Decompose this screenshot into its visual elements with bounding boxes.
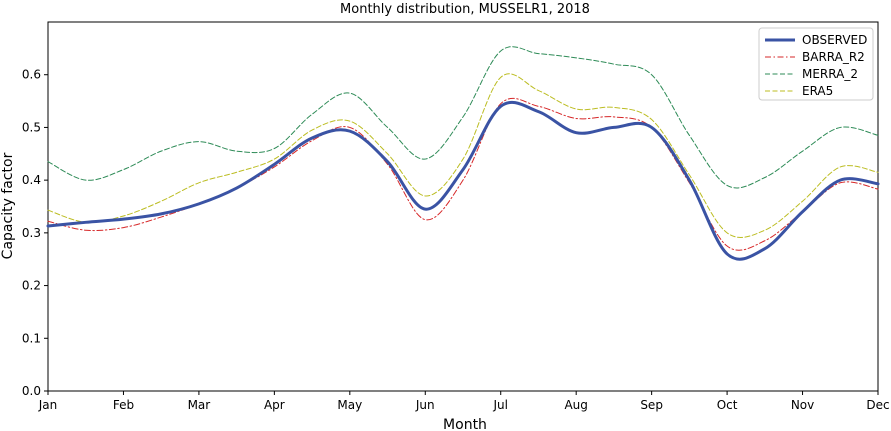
legend-box bbox=[758, 27, 874, 101]
x-tick-label: Jun bbox=[415, 398, 435, 412]
x-tick-label: Dec bbox=[866, 398, 889, 412]
x-tick-label: Nov bbox=[791, 398, 814, 412]
y-tick-label: 0.3 bbox=[22, 226, 41, 240]
x-tick-label: Feb bbox=[113, 398, 134, 412]
series-line-era5 bbox=[47, 73, 879, 238]
series-line-merra-2 bbox=[47, 46, 879, 189]
x-tick-label: Oct bbox=[717, 398, 738, 412]
y-tick-label: 0.4 bbox=[22, 173, 41, 187]
series-lines bbox=[46, 46, 880, 261]
y-tick-label: 0.1 bbox=[22, 331, 41, 345]
y-axis-label: Capacity factor bbox=[0, 152, 16, 259]
plot-area bbox=[47, 21, 879, 392]
x-tick-label: Jul bbox=[492, 398, 507, 412]
x-tick-label: May bbox=[337, 398, 362, 412]
chart-title: Monthly distribution, MUSSELR1, 2018 bbox=[340, 2, 590, 17]
y-tick-label: 0.2 bbox=[22, 279, 41, 293]
legend: OBSERVED BARRA_R2 MERRA_2 ERA5 bbox=[758, 27, 874, 101]
x-tick-label: Jan bbox=[38, 398, 58, 412]
x-tick-label: Mar bbox=[188, 398, 211, 412]
series-line-barra-r2 bbox=[47, 97, 879, 251]
x-tick-label: Sep bbox=[640, 398, 663, 412]
y-tick-label: 0.6 bbox=[22, 68, 41, 82]
x-axis: Jan Feb Mar Apr May Jun Jul Aug Sep Oct Nov Dec bbox=[38, 391, 890, 412]
x-tick-label: Aug bbox=[564, 398, 587, 412]
legend-label-merra-2: MERRA_2 bbox=[802, 67, 858, 81]
x-tick-label: Apr bbox=[264, 398, 285, 412]
y-tick-label: 0.5 bbox=[22, 120, 41, 134]
x-axis-label: Month bbox=[443, 417, 487, 431]
y-axis: 0.0 0.1 0.2 0.3 0.4 0.5 0.6 bbox=[22, 68, 48, 398]
legend-label-era5: ERA5 bbox=[802, 84, 833, 98]
series-line-observed bbox=[46, 100, 880, 261]
y-tick-label: 0.0 bbox=[22, 384, 41, 398]
legend-label-barra-r2: BARRA_R2 bbox=[802, 50, 865, 64]
legend-label-observed: OBSERVED bbox=[802, 33, 867, 47]
